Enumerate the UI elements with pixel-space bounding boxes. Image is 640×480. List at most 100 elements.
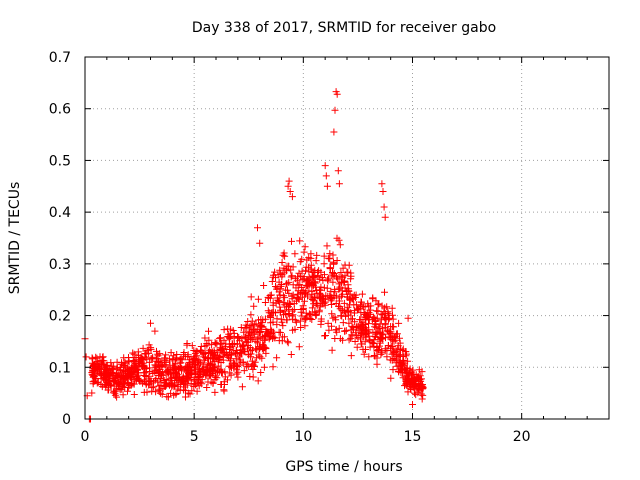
data-point — [335, 302, 342, 310]
data-point — [281, 307, 289, 315]
data-point — [296, 317, 304, 325]
data-point — [358, 321, 366, 329]
data-point — [368, 316, 376, 324]
data-point — [326, 265, 334, 272]
data-point — [285, 177, 293, 185]
data-point — [302, 267, 309, 275]
data-point — [312, 257, 320, 265]
data-point — [263, 328, 271, 336]
data-point — [143, 355, 151, 363]
data-point — [207, 378, 215, 386]
data-point — [247, 336, 255, 344]
data-point — [322, 172, 330, 180]
data-point — [333, 234, 341, 242]
data-point — [281, 301, 289, 309]
data-point — [375, 300, 383, 308]
data-point — [305, 254, 313, 262]
data-point — [353, 343, 361, 351]
data-point — [282, 310, 290, 318]
data-point — [244, 345, 251, 353]
data-point — [369, 294, 377, 302]
data-point — [188, 387, 196, 395]
data-point — [203, 384, 211, 391]
data-point — [365, 302, 373, 310]
data-point — [372, 323, 380, 331]
data-point — [205, 348, 212, 356]
data-point — [389, 366, 397, 374]
data-point — [338, 287, 346, 295]
data-point — [88, 389, 96, 397]
data-point — [389, 349, 397, 357]
data-point — [278, 318, 286, 326]
data-point — [323, 242, 331, 250]
data-point — [93, 357, 101, 365]
data-point — [287, 273, 295, 281]
data-point — [181, 353, 189, 361]
data-point — [345, 319, 353, 327]
data-point — [182, 393, 189, 401]
data-point — [333, 257, 341, 264]
data-point — [312, 287, 320, 294]
data-point — [289, 326, 297, 334]
data-point — [129, 349, 137, 357]
data-point — [293, 297, 300, 305]
data-point — [300, 248, 308, 256]
data-point — [388, 304, 396, 312]
data-point — [244, 318, 252, 325]
data-point — [254, 224, 261, 232]
data-point — [217, 381, 225, 388]
data-point — [315, 306, 323, 314]
data-point — [417, 390, 425, 398]
data-point — [325, 326, 333, 334]
data-point — [256, 329, 264, 337]
data-point — [288, 295, 296, 303]
data-point — [261, 299, 269, 306]
data-point — [410, 379, 418, 387]
data-point — [288, 193, 296, 201]
data-point — [256, 353, 264, 361]
data-point — [381, 345, 389, 353]
data-point — [163, 393, 171, 401]
data-point — [324, 292, 332, 300]
data-point — [285, 289, 293, 297]
x-tick-label: 0 — [81, 429, 90, 445]
data-point — [304, 292, 311, 300]
data-point — [337, 292, 345, 300]
data-point — [211, 373, 219, 381]
data-point — [109, 370, 117, 377]
data-point — [345, 336, 353, 344]
data-point — [347, 272, 355, 280]
data-point — [130, 366, 138, 374]
data-point — [278, 259, 286, 266]
data-point — [168, 373, 176, 381]
data-point — [291, 316, 299, 324]
data-point — [321, 162, 329, 170]
data-point — [195, 375, 203, 383]
data-point — [162, 379, 170, 387]
data-point — [249, 365, 257, 373]
data-point — [166, 369, 174, 377]
data-point — [227, 351, 235, 359]
data-point — [249, 346, 256, 354]
data-point — [399, 361, 407, 369]
data-point — [330, 292, 338, 299]
y-axis-label: SRMTID / TECUs — [7, 182, 23, 295]
data-point — [103, 369, 111, 377]
data-point — [149, 353, 157, 361]
data-point — [130, 358, 138, 365]
data-point — [358, 290, 366, 298]
data-point — [205, 327, 212, 335]
data-point — [269, 273, 277, 281]
data-point — [329, 251, 337, 259]
data-point — [285, 311, 293, 319]
data-point — [276, 270, 284, 278]
data-point — [191, 360, 199, 368]
data-point — [347, 334, 355, 342]
data-point — [372, 333, 379, 341]
data-point — [302, 309, 310, 317]
data-point — [392, 357, 400, 365]
data-point — [260, 343, 268, 351]
data-point — [183, 340, 191, 347]
data-point — [328, 322, 335, 330]
data-point — [341, 272, 349, 280]
